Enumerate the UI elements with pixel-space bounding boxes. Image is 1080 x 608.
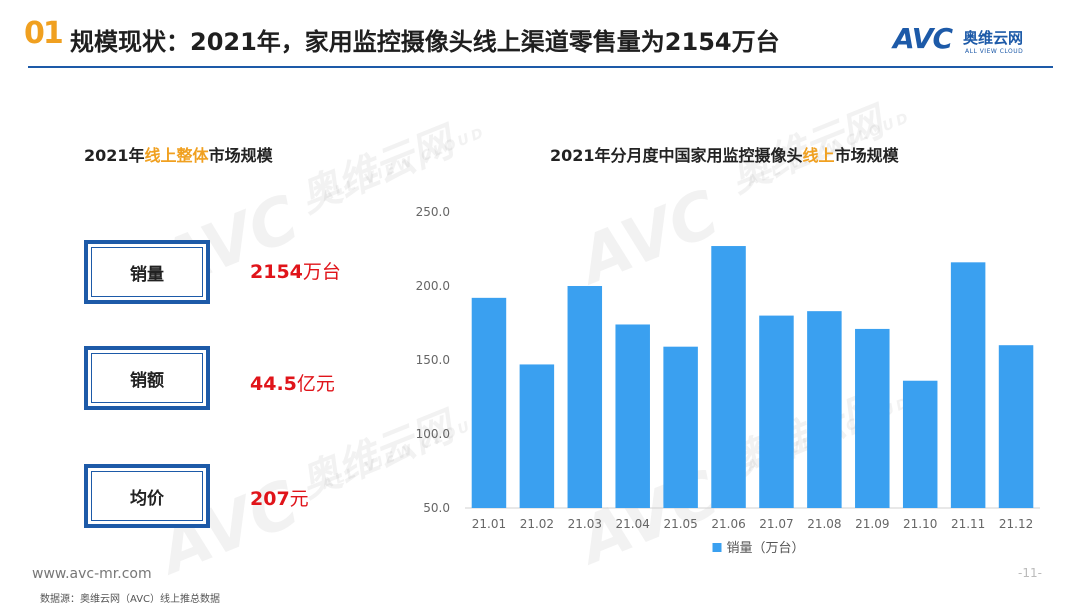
x-tick-label: 21.03 (568, 517, 602, 531)
x-tick-label: 21.12 (999, 517, 1033, 531)
x-tick-label: 21.10 (903, 517, 937, 531)
kpi-box-sales-volume: 销量 (84, 240, 210, 304)
legend-label: 销量（万台） (727, 541, 805, 556)
monthly-sales-bar-chart: 250.0 200.0 150.0 100.0 50.0 21.01 21.02 21.03 2… (416, 205, 1040, 556)
bar-21.10 (902, 380, 938, 508)
left-panel-title: 2021年线上整体市场规模 (84, 146, 273, 165)
x-tick-label: 21.09 (855, 517, 889, 531)
x-tick-label: 21.02 (520, 517, 554, 531)
section-number: 01 (24, 16, 64, 51)
y-tick-label: 150.0 (416, 353, 450, 367)
y-tick-label: 50.0 (423, 501, 450, 515)
kpi-label: 均价 (91, 471, 203, 521)
chart-title: 2021年分月度中国家用监控摄像头线上市场规模 (550, 146, 899, 165)
bar-21.06 (711, 246, 746, 508)
bar-21.12 (998, 345, 1034, 508)
bar-21.02 (519, 364, 555, 508)
legend-swatch (712, 543, 722, 552)
y-tick-label: 200.0 (416, 279, 450, 293)
page-title: 规模现状：2021年，家用监控摄像头线上渠道零售量为2154万台 (70, 28, 780, 56)
bar-21.04 (615, 324, 650, 508)
kpi-value-sales-amount: 44.5亿元 (250, 373, 335, 395)
x-tick-label: 21.01 (472, 517, 506, 531)
bar-21.03 (567, 286, 603, 508)
x-tick-label: 21.11 (951, 517, 985, 531)
y-tick-label: 250.0 (416, 205, 450, 219)
kpi-value-avg-price: 207元 (250, 488, 309, 510)
x-tick-label: 21.08 (807, 517, 841, 531)
bar-21.11 (950, 262, 986, 508)
logo-cn: 奥维云网 (963, 29, 1024, 47)
left-title-highlight: 线上整体 (144, 146, 209, 165)
x-tick-label: 21.06 (711, 517, 745, 531)
logo-en: ALL VIEW CLOUD (965, 48, 1024, 55)
header-divider (28, 66, 1053, 68)
page-number: -11- (1018, 566, 1042, 580)
bar-21.07 (759, 315, 794, 508)
bar-21.01 (471, 297, 507, 508)
y-tick-label: 100.0 (416, 427, 450, 441)
x-tick-label: 21.05 (663, 517, 697, 531)
kpi-label: 销量 (91, 247, 203, 297)
bar-21.09 (855, 328, 890, 508)
kpi-value-sales-volume: 2154万台 (250, 261, 341, 283)
data-source-note: 数据源：奥维云网（AVC）线上推总数据 (40, 594, 221, 605)
bar-21.05 (663, 346, 698, 508)
footer-url: www.avc-mr.com (32, 566, 152, 582)
chart-title-highlight: 线上 (802, 146, 835, 165)
logo-mark: AVC (893, 22, 953, 55)
header: 01 规模现状：2021年，家用监控摄像头线上渠道零售量为2154万台 AVC … (0, 0, 1080, 70)
kpi-label: 销额 (91, 353, 203, 403)
x-tick-label: 21.04 (616, 517, 650, 531)
avc-logo: AVC 奥维云网 ALL VIEW CLOUD (893, 22, 1058, 56)
bar-21.08 (807, 311, 842, 508)
kpi-box-sales-amount: 销额 (84, 346, 210, 410)
x-tick-label: 21.07 (759, 517, 793, 531)
kpi-box-avg-price: 均价 (84, 464, 210, 528)
